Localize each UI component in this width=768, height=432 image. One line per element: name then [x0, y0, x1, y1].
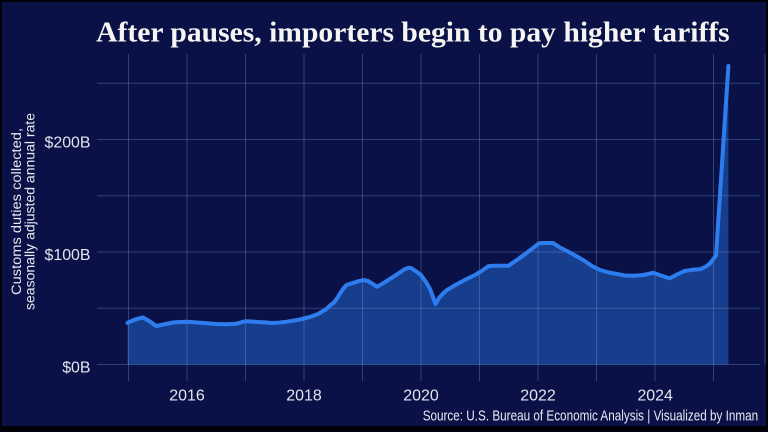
svg-text:Source: U.S. Bureau of Economi: Source: U.S. Bureau of Economic Analysis… [423, 407, 759, 424]
svg-text:2020: 2020 [403, 387, 439, 404]
svg-text:2016: 2016 [169, 387, 205, 404]
svg-text:seasonally adjusted annual rat: seasonally adjusted annual rate [22, 113, 38, 310]
svg-text:2022: 2022 [520, 387, 556, 404]
svg-text:Customs duties collected,: Customs duties collected, [9, 128, 25, 295]
svg-text:2018: 2018 [286, 387, 322, 404]
svg-text:2024: 2024 [637, 387, 673, 404]
svg-text:After pauses, importers begin: After pauses, importers begin to pay hig… [96, 17, 730, 48]
svg-text:$200B: $200B [45, 134, 91, 151]
svg-text:$100B: $100B [45, 247, 91, 264]
svg-text:$0B: $0B [62, 359, 90, 376]
